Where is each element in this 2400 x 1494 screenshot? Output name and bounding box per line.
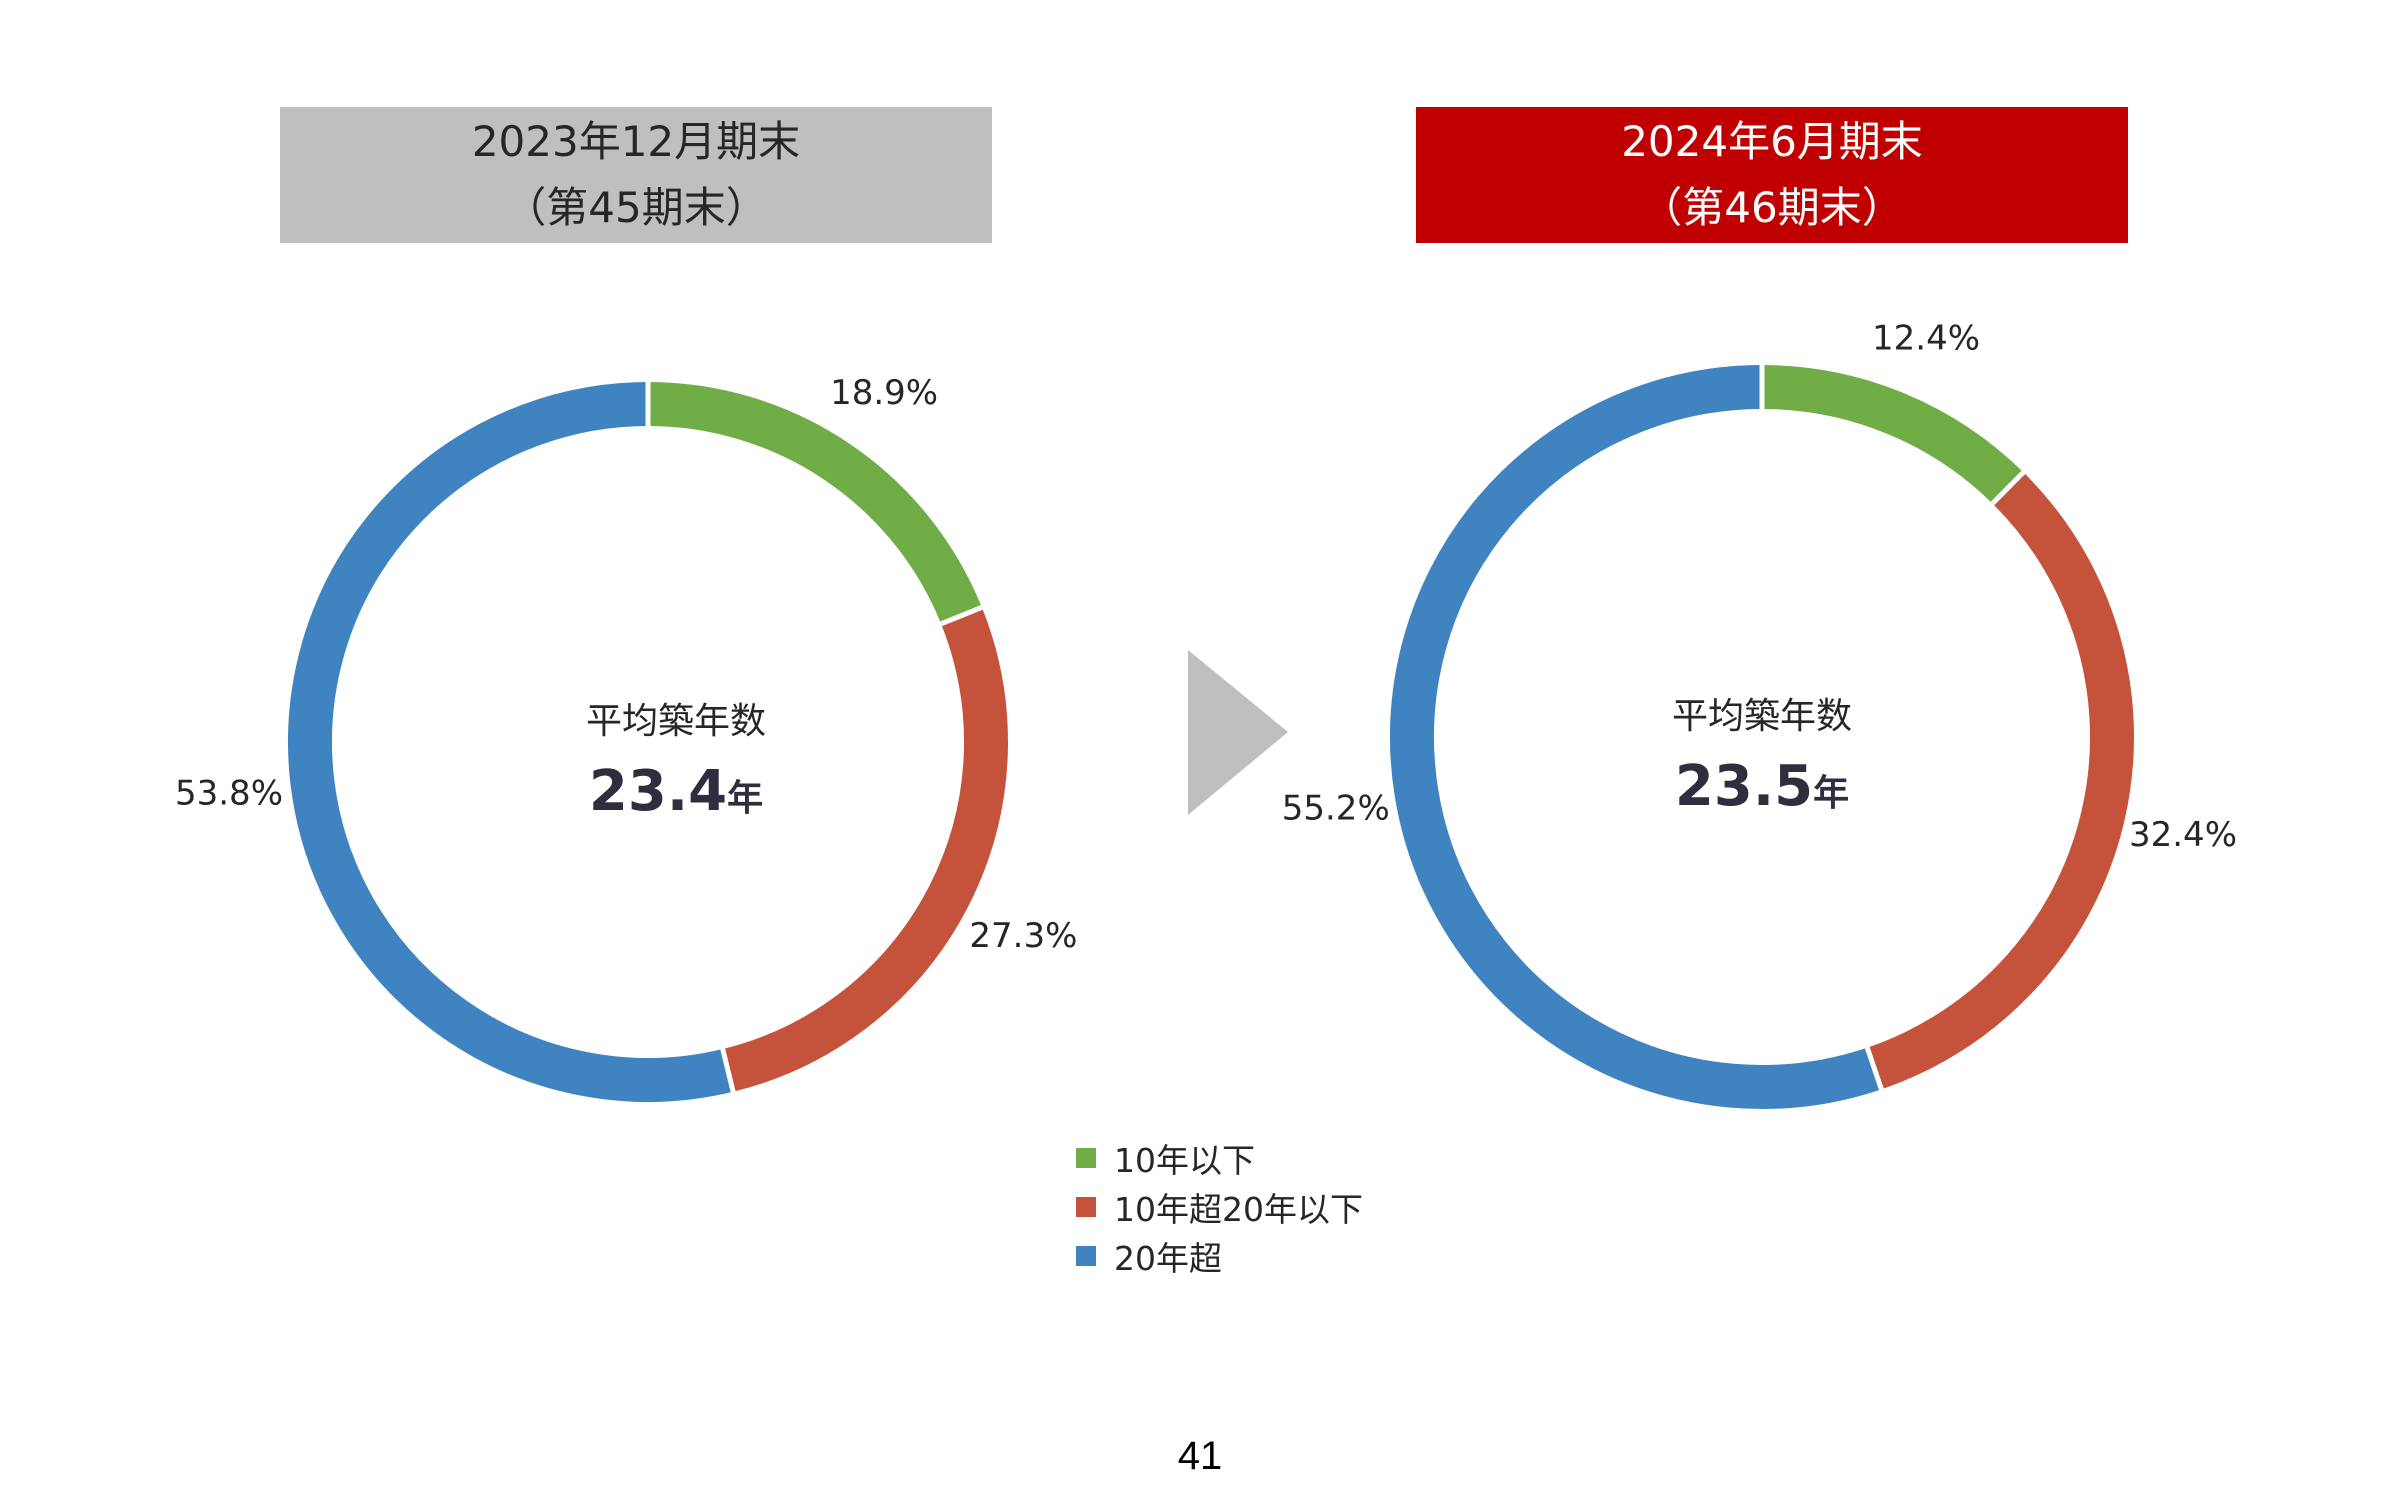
label-over-20-years: 53.8%	[175, 773, 283, 813]
label-10-to-20-years: 27.3%	[969, 916, 1077, 956]
legend-label: 10年超20年以下	[1114, 1189, 1363, 1229]
legend-item: 20年超	[1076, 1231, 1363, 1280]
slice-10-to-20-years	[1867, 472, 2134, 1090]
legend-item: 10年以下	[1076, 1133, 1363, 1182]
center-value: 23.5年	[1675, 754, 1849, 819]
legend: 10年以下 10年超20年以下 20年超	[1076, 1133, 1363, 1280]
period-header-right-line1: 2024年6月期末	[1621, 117, 1923, 166]
period-header-right: 2024年6月期末 （第46期末）	[1416, 107, 2128, 243]
slice-under-10-years	[647, 382, 982, 624]
center-label: 平均築年数	[586, 701, 766, 742]
slice-10-to-20-years	[722, 607, 1008, 1092]
legend-swatch	[1076, 1147, 1096, 1168]
slice-over-20-years	[288, 382, 734, 1102]
label-over-20-years: 55.2%	[1282, 788, 1390, 828]
slice-separator	[719, 1046, 737, 1095]
legend-label: 20年超	[1114, 1238, 1222, 1278]
period-header-left: 2023年12月期末 （第45期末）	[280, 107, 992, 243]
slice-separator	[1989, 469, 2027, 507]
transition-arrow-icon	[1188, 650, 1288, 815]
slice-separator	[938, 604, 985, 627]
legend-label: 10年以下	[1114, 1140, 1255, 1180]
donut-chart-left: 18.9% 27.3% 53.8% 平均築年数 23.4年	[175, 373, 1077, 1102]
legend-item: 10年超20年以下	[1076, 1182, 1363, 1231]
legend-swatch	[1076, 1245, 1096, 1266]
slice-separator	[1864, 1044, 1885, 1093]
slice-under-10-years	[1761, 365, 2024, 504]
legend-swatch	[1076, 1196, 1096, 1217]
slice-over-20-years	[1390, 365, 1882, 1109]
period-header-left-line2: （第45期末）	[504, 183, 768, 232]
center-value: 23.4年	[589, 759, 763, 824]
label-10-to-20-years: 32.4%	[2129, 815, 2237, 855]
period-header-left-line1: 2023年12月期末	[471, 117, 801, 166]
label-under-10-years: 18.9%	[830, 373, 938, 413]
center-label: 平均築年数	[1672, 696, 1852, 737]
page-number: 41	[1177, 1434, 1223, 1478]
label-under-10-years: 12.4%	[1872, 318, 1980, 358]
period-header-right-line2: （第46期末）	[1640, 183, 1904, 232]
donut-chart-right: 12.4% 32.4% 55.2% 平均築年数 23.5年	[1282, 318, 2237, 1109]
